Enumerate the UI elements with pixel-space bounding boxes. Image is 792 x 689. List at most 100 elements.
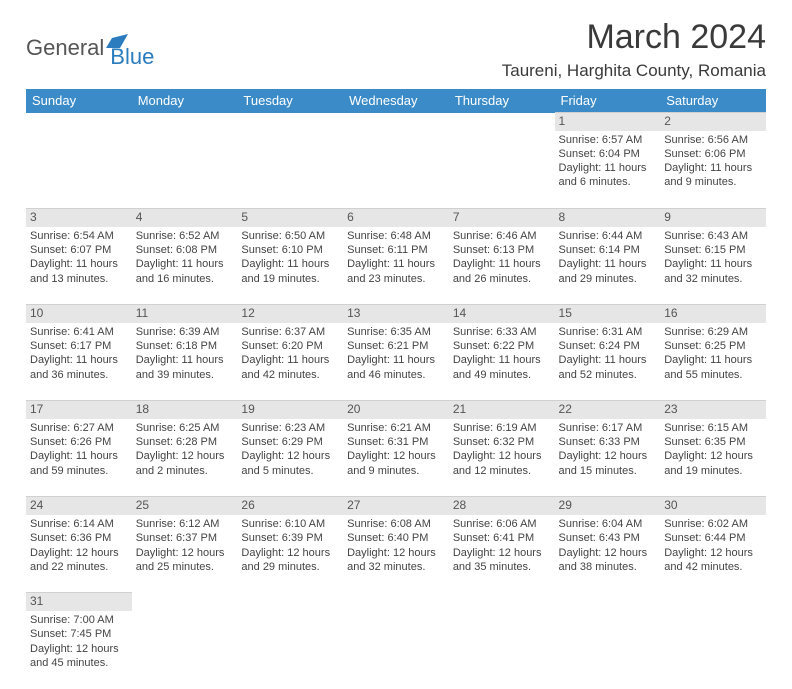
day-cell-line: Sunset: 6:11 PM (347, 243, 445, 257)
day-cell-line: Sunrise: 6:15 AM (664, 421, 762, 435)
day-cell-line: Sunrise: 6:54 AM (30, 229, 128, 243)
day-number (449, 593, 555, 611)
day-cell-line: Daylight: 12 hours (453, 449, 551, 463)
day-cell: Sunrise: 6:12 AMSunset: 6:37 PMDaylight:… (132, 515, 238, 593)
day-cell: Sunrise: 6:57 AMSunset: 6:04 PMDaylight:… (555, 131, 661, 209)
day-cell: Sunrise: 6:27 AMSunset: 6:26 PMDaylight:… (26, 419, 132, 497)
day-cell-line: Sunrise: 7:00 AM (30, 613, 128, 627)
day-cell: Sunrise: 6:46 AMSunset: 6:13 PMDaylight:… (449, 227, 555, 305)
day-cell-line: Sunrise: 6:43 AM (664, 229, 762, 243)
day-cell: Sunrise: 6:39 AMSunset: 6:18 PMDaylight:… (132, 323, 238, 401)
day-number: 20 (343, 401, 449, 419)
day-cell-line: Sunset: 6:32 PM (453, 435, 551, 449)
day-cell-line: Sunrise: 6:27 AM (30, 421, 128, 435)
day-number-row: 17181920212223 (26, 401, 766, 419)
day-number (343, 113, 449, 131)
day-cell: Sunrise: 7:00 AMSunset: 7:45 PMDaylight:… (26, 611, 132, 689)
day-cell-line: Daylight: 11 hours (136, 257, 234, 271)
day-cell-line: Daylight: 12 hours (30, 546, 128, 560)
day-cell-line: Sunset: 6:08 PM (136, 243, 234, 257)
day-cell (343, 131, 449, 209)
day-cell-line: Sunset: 6:43 PM (559, 531, 657, 545)
day-cell: Sunrise: 6:41 AMSunset: 6:17 PMDaylight:… (26, 323, 132, 401)
day-cell: Sunrise: 6:23 AMSunset: 6:29 PMDaylight:… (237, 419, 343, 497)
day-number (449, 113, 555, 131)
day-cell-line: Daylight: 12 hours (559, 546, 657, 560)
day-data-row: Sunrise: 6:27 AMSunset: 6:26 PMDaylight:… (26, 419, 766, 497)
day-number: 21 (449, 401, 555, 419)
day-cell-line: Sunrise: 6:39 AM (136, 325, 234, 339)
day-cell-line: Sunset: 6:44 PM (664, 531, 762, 545)
day-cell-line: and 13 minutes. (30, 272, 128, 286)
day-data-row: Sunrise: 6:54 AMSunset: 6:07 PM Daylight:… (26, 227, 766, 305)
day-number: 14 (449, 305, 555, 323)
weekday-header: Saturday (660, 89, 766, 113)
day-cell-line: Sunrise: 6:17 AM (559, 421, 657, 435)
day-number: 27 (343, 497, 449, 515)
day-number: 19 (237, 401, 343, 419)
day-number: 25 (132, 497, 238, 515)
day-cell-line: Sunrise: 6:41 AM (30, 325, 128, 339)
day-cell: Sunrise: 6:17 AMSunset: 6:33 PMDaylight:… (555, 419, 661, 497)
day-cell-line: Daylight: 11 hours (347, 257, 445, 271)
day-cell-line: Sunrise: 6:23 AM (241, 421, 339, 435)
day-cell-line: Sunrise: 6:02 AM (664, 517, 762, 531)
day-cell-line: Daylight: 12 hours (559, 449, 657, 463)
day-number-row: 3456789 (26, 209, 766, 227)
day-cell-line: Sunset: 6:13 PM (453, 243, 551, 257)
day-cell-line: and 29 minutes. (559, 272, 657, 286)
day-number: 3 (26, 209, 132, 227)
day-number (237, 593, 343, 611)
day-cell: Sunrise: 6:21 AMSunset: 6:31 PMDaylight:… (343, 419, 449, 497)
day-cell (660, 611, 766, 689)
day-cell: Sunrise: 6:14 AMSunset: 6:36 PMDaylight:… (26, 515, 132, 593)
day-cell: Sunrise: 6:02 AMSunset: 6:44 PMDaylight:… (660, 515, 766, 593)
day-cell: Sunrise: 6:08 AMSunset: 6:40 PMDaylight:… (343, 515, 449, 593)
day-cell-line: Daylight: 12 hours (347, 449, 445, 463)
day-cell-line: and 2 minutes. (136, 464, 234, 478)
day-cell: Sunrise: 6:37 AMSunset: 6:20 PMDaylight:… (237, 323, 343, 401)
day-cell-line: Sunset: 6:07 PM (30, 243, 128, 257)
day-cell-line: Daylight: 11 hours (559, 161, 657, 175)
day-number: 30 (660, 497, 766, 515)
weekday-header: Thursday (449, 89, 555, 113)
day-number-row: 24252627282930 (26, 497, 766, 515)
weekday-header-row: Sunday Monday Tuesday Wednesday Thursday… (26, 89, 766, 113)
day-number: 12 (237, 305, 343, 323)
day-cell (237, 131, 343, 209)
day-cell-line: and 46 minutes. (347, 368, 445, 382)
day-cell-line: Daylight: 11 hours (664, 353, 762, 367)
day-cell-line: Daylight: 11 hours (664, 161, 762, 175)
title-block: March 2024 Taureni, Harghita County, Rom… (502, 18, 766, 81)
day-cell-line: Daylight: 12 hours (241, 449, 339, 463)
day-cell-line: and 22 minutes. (30, 560, 128, 574)
day-cell-line: Sunrise: 6:29 AM (664, 325, 762, 339)
day-data-row: Sunrise: 6:41 AMSunset: 6:17 PMDaylight:… (26, 323, 766, 401)
day-cell-line: and 42 minutes. (241, 368, 339, 382)
day-cell-line: Sunset: 6:37 PM (136, 531, 234, 545)
day-cell-line: Sunset: 6:35 PM (664, 435, 762, 449)
day-number (555, 593, 661, 611)
day-cell-line: Daylight: 11 hours (136, 353, 234, 367)
day-cell (26, 131, 132, 209)
day-cell-line: Daylight: 11 hours (453, 257, 551, 271)
day-cell-line: Sunrise: 6:57 AM (559, 133, 657, 147)
day-cell: Sunrise: 6:29 AMSunset: 6:25 PMDaylight:… (660, 323, 766, 401)
day-cell-line: Sunrise: 6:25 AM (136, 421, 234, 435)
day-cell-line: Sunset: 6:24 PM (559, 339, 657, 353)
day-cell-line: Sunrise: 6:10 AM (241, 517, 339, 531)
day-cell-line: Sunset: 6:18 PM (136, 339, 234, 353)
day-cell-line: Daylight: 12 hours (664, 546, 762, 560)
day-cell-line: Sunrise: 6:14 AM (30, 517, 128, 531)
day-cell-line: Sunset: 6:40 PM (347, 531, 445, 545)
day-cell-line: Daylight: 12 hours (347, 546, 445, 560)
day-cell-line: and 19 minutes. (241, 272, 339, 286)
day-cell-line: Sunset: 6:41 PM (453, 531, 551, 545)
day-number: 8 (555, 209, 661, 227)
day-number: 7 (449, 209, 555, 227)
day-cell (449, 611, 555, 689)
day-cell-line: Sunrise: 6:48 AM (347, 229, 445, 243)
day-cell-line: and 16 minutes. (136, 272, 234, 286)
day-cell: Sunrise: 6:54 AMSunset: 6:07 PMDaylight:… (26, 227, 132, 305)
day-number: 23 (660, 401, 766, 419)
